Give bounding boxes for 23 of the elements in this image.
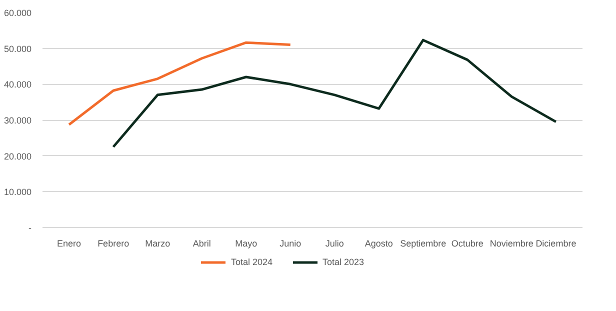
y-tick-label: 30.000 xyxy=(4,116,32,126)
y-tick-label: 20.000 xyxy=(4,151,32,162)
x-tick-label: Septiembre xyxy=(400,238,446,248)
y-tick-label: 40.000 xyxy=(4,80,32,90)
x-tick-label: Abril xyxy=(192,238,211,248)
line-series xyxy=(68,41,292,126)
x-tick-label: Mayo xyxy=(235,238,258,248)
y-tick-label: - xyxy=(28,223,32,233)
x-tick-label: Diciembre xyxy=(536,238,576,248)
x-tick-label: Enero xyxy=(57,238,82,248)
y-tick-label: 60.000 xyxy=(4,8,32,18)
x-tick-label: Octubre xyxy=(451,238,484,248)
legend-label: Total 2023 xyxy=(322,257,364,267)
legend-label: Total 2024 xyxy=(230,257,272,267)
x-tick-label: Julio xyxy=(325,238,344,248)
x-tick-label: Junio xyxy=(280,238,302,248)
x-tick-label: Agosto xyxy=(364,238,393,248)
x-tick-label: Febrero xyxy=(98,238,130,248)
y-tick-label: 10.000 xyxy=(4,187,32,198)
x-tick-label: Noviembre xyxy=(490,238,534,248)
y-tick-label: 50.000 xyxy=(4,44,32,54)
x-tick-label: Marzo xyxy=(145,238,170,248)
line-series xyxy=(112,38,558,148)
